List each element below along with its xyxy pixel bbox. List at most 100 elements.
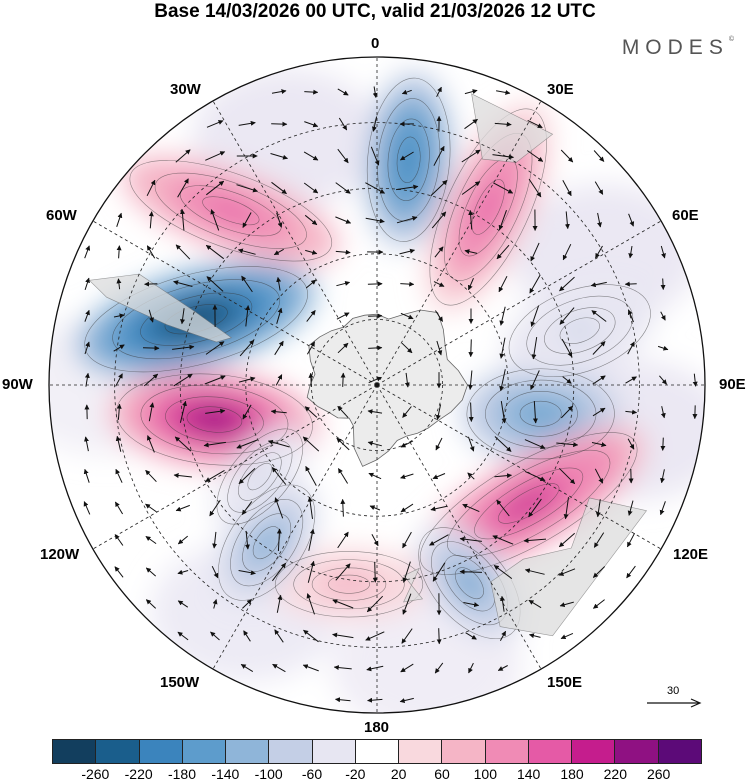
contour-pos-30e	[429, 108, 547, 306]
wind-vector	[660, 437, 666, 451]
wind-vector	[177, 600, 189, 608]
wind-vector	[591, 442, 607, 448]
anomaly-neg-155e	[458, 571, 481, 596]
lon-label-180: 180	[364, 719, 390, 736]
wind-vector	[210, 209, 220, 231]
wind-vector	[430, 505, 448, 512]
wind-vector	[239, 339, 255, 357]
wind-vector	[145, 535, 157, 545]
contour-neg-75e	[544, 307, 616, 354]
wind-vector	[524, 439, 546, 449]
wind-vector	[559, 307, 575, 325]
anomaly-neg-145w	[256, 530, 277, 556]
wind-vector	[276, 594, 283, 613]
wind-vector	[434, 246, 444, 258]
contour-neg-90w	[140, 292, 253, 346]
wind-vector	[468, 370, 474, 390]
latitude-circle	[114, 122, 640, 648]
contour-neg-155e	[443, 555, 496, 612]
wind-vector	[459, 536, 482, 542]
wind-vector	[205, 151, 226, 161]
wind-vector	[659, 501, 666, 516]
wind-vector	[492, 154, 514, 160]
wind-vector	[660, 311, 666, 321]
wind-vector	[400, 663, 414, 673]
wind-vector	[307, 560, 316, 583]
contour-neg-130w	[216, 428, 304, 525]
wind-vector	[591, 310, 607, 322]
wind-vector	[657, 345, 669, 351]
wind-vector	[560, 632, 574, 640]
lon-label-120w: 120W	[40, 546, 80, 563]
contour-pos-40w	[154, 172, 307, 249]
wind-vector	[206, 120, 224, 128]
colorbar-swatch	[614, 740, 658, 763]
wind-vector	[115, 373, 123, 387]
wind-vector	[276, 528, 282, 552]
wind-vector	[556, 442, 579, 448]
contour-neg-75e	[508, 284, 651, 378]
wind-vector	[435, 437, 443, 451]
wind-vector	[84, 309, 90, 322]
wind-vector	[146, 245, 156, 259]
wind-vector	[558, 532, 576, 548]
wind-vector	[592, 341, 606, 355]
contour-pos-100w	[116, 373, 313, 466]
contour-pos-30e	[471, 179, 505, 235]
wind-vector	[592, 375, 606, 385]
contour-neg-5e	[366, 77, 451, 242]
reference-vector-label: 30	[667, 685, 680, 697]
wind-vector	[563, 497, 569, 520]
anomaly-pos-135e	[505, 488, 552, 519]
wind-vector	[148, 402, 155, 422]
contour-neg-90w	[84, 266, 308, 373]
anomaly-neg-5e	[399, 142, 418, 178]
wind-vector	[560, 149, 574, 163]
wind-vector	[627, 341, 635, 355]
wind-vector	[530, 370, 540, 391]
contour-neg-90w	[112, 279, 281, 360]
wind-vector	[400, 440, 414, 448]
colorbar-swatch	[311, 740, 355, 763]
wind-vector	[276, 276, 282, 291]
wind-vector	[205, 469, 225, 483]
wind-vector	[142, 345, 160, 351]
wind-vector	[401, 342, 413, 354]
wind-vector	[496, 499, 510, 517]
wind-vector	[396, 184, 419, 191]
wind-vector	[367, 440, 382, 447]
wind-vector	[180, 308, 186, 325]
wind-vector	[365, 182, 386, 194]
wind-vector	[499, 369, 506, 392]
colorbar-swatch	[657, 740, 701, 763]
colorbar-swatch	[138, 740, 182, 763]
wind-vector	[270, 153, 288, 160]
contour-pos-135e	[474, 467, 584, 540]
colorbar-tick-label: -100	[254, 766, 283, 782]
wind-vector	[304, 406, 318, 418]
wind-vector	[595, 499, 601, 518]
contour-neg-130w	[227, 440, 293, 513]
wind-vector	[627, 500, 634, 516]
wind-vector	[592, 566, 606, 578]
wind-vector	[595, 245, 603, 259]
wind-vector	[177, 178, 189, 198]
contour-lines	[84, 77, 651, 640]
wind-vector	[211, 565, 219, 579]
contour-pos-135e	[497, 483, 560, 524]
colorbar-tick-label: -60	[301, 766, 323, 782]
lon-label-150e: 150E	[547, 674, 583, 691]
anomaly-pos-30e	[475, 185, 501, 229]
wind-vector	[366, 665, 384, 672]
wind-vector	[83, 501, 91, 515]
wind-vector	[399, 248, 415, 255]
wind-vector	[524, 568, 545, 575]
colorbar-swatch	[354, 740, 399, 763]
wind-vector	[402, 406, 412, 418]
wind-vector	[84, 341, 90, 355]
wind-vector	[528, 498, 542, 518]
anomaly-pos-175w	[333, 577, 365, 592]
wind-vector	[593, 150, 605, 162]
wind-vector	[399, 151, 414, 161]
wind-vector	[242, 599, 252, 609]
